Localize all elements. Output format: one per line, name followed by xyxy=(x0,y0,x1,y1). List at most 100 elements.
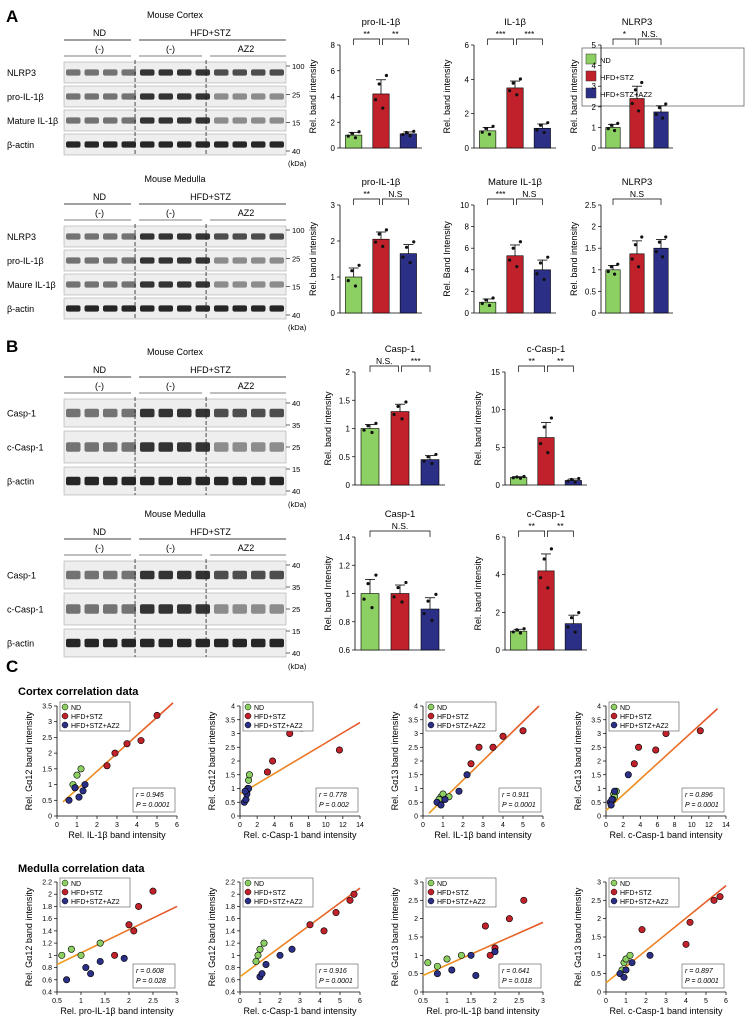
point-hfd-stz xyxy=(149,887,157,895)
significance-label: *** xyxy=(524,29,535,39)
blot-band xyxy=(251,141,266,148)
y-tick-label: 5 xyxy=(496,443,501,452)
blot-band xyxy=(195,442,210,452)
y-axis-label: Rel. band intensity xyxy=(323,391,333,466)
significance-bracket xyxy=(518,530,545,537)
blot-band xyxy=(269,570,284,580)
r-value: r = 0.608 xyxy=(136,968,164,975)
chart-title: NLRP3 xyxy=(622,17,653,28)
blot-band xyxy=(232,476,247,486)
blot-band xyxy=(232,408,247,418)
blot-band xyxy=(121,305,136,312)
blot-band xyxy=(140,570,155,580)
y-tick-label: 2.2 xyxy=(225,880,235,887)
blot-band xyxy=(251,281,266,288)
scatter-legend-box xyxy=(59,701,131,732)
point-nd xyxy=(457,951,465,959)
significance-label: ** xyxy=(528,521,535,531)
scatter-legend-label: HFD+STZ+AZ2 xyxy=(620,723,669,730)
legend: ND HFD+STZ HFD+STZ+AZ2 xyxy=(581,47,745,107)
significance-bracket xyxy=(516,198,543,205)
blot-1: Mouse Medulla ND HFD+STZ (-) (-) AZ2 NLRP3 pro-… xyxy=(7,174,307,332)
blot-title: Mouse Medulla xyxy=(144,509,205,519)
y-tick-label: 1.5 xyxy=(585,244,597,253)
bar-chart-1: IL-1β 0 2 4 6 Rel. band intensity *** *** xyxy=(442,17,556,153)
blot-row-label: β-actin xyxy=(7,639,34,649)
blot-band xyxy=(251,604,266,614)
blot-band xyxy=(158,604,173,614)
bar-hfd-stz-az2 xyxy=(533,269,551,314)
blot-band xyxy=(269,69,284,76)
scatter-legend-label: ND xyxy=(71,705,81,712)
blot-mw-label: 40 xyxy=(292,561,300,570)
blot-mw-unit: (kDa) xyxy=(288,323,307,332)
blot-band xyxy=(214,638,229,648)
blot-strip xyxy=(63,273,287,296)
y-tick-label: 2 xyxy=(331,237,336,246)
blot-band xyxy=(140,476,155,486)
y-tick-label: 0 xyxy=(346,481,351,490)
scatter-legend-label: HFD+STZ+AZ2 xyxy=(620,899,669,906)
blot-band xyxy=(177,604,192,614)
y-tick-label: 0.4 xyxy=(225,990,235,997)
blot-band xyxy=(232,141,247,148)
blot-band xyxy=(103,69,118,76)
y-tick-label: 1.5 xyxy=(225,772,235,779)
blot-band xyxy=(66,281,81,288)
x-tick-label: 12 xyxy=(705,822,713,829)
data-point xyxy=(654,112,658,117)
blot-band xyxy=(232,638,247,648)
blot-group-hfd: HFD+STZ xyxy=(190,28,231,38)
y-axis-label: Rel. band intensity xyxy=(308,59,318,134)
blot-mw-label: 40 xyxy=(292,487,300,496)
blot-band xyxy=(140,281,155,288)
y-tick-label: 1 xyxy=(592,123,597,132)
x-axis-label: Rel. c-Casp-1 band intensity xyxy=(243,1006,357,1016)
scatter-legend-marker xyxy=(244,721,252,729)
y-tick-label: 1 xyxy=(48,953,52,960)
point-hfd-stz xyxy=(350,890,358,898)
data-point xyxy=(511,246,515,250)
blot-mw-label: 100 xyxy=(292,62,305,71)
data-point xyxy=(538,261,543,265)
blot-band xyxy=(103,117,118,124)
blot-band xyxy=(251,257,266,264)
blot-strip xyxy=(63,85,287,108)
y-tick-label: 6 xyxy=(465,41,470,50)
blot-sub-hfd: (-) xyxy=(166,208,175,218)
blot-sub-hfd: (-) xyxy=(166,381,175,391)
blot-band xyxy=(84,281,99,288)
legend-label-hfd: HFD+STZ xyxy=(600,73,634,82)
blot-mw-unit: (kDa) xyxy=(288,159,307,168)
bar-nd xyxy=(345,276,363,314)
regression-line xyxy=(239,721,361,795)
y-tick-label: 3 xyxy=(48,719,52,726)
data-point xyxy=(522,627,526,631)
data-point xyxy=(573,480,577,484)
x-tick-label: 5 xyxy=(338,998,342,1005)
blot-band xyxy=(251,442,266,452)
point-hfd-stz xyxy=(682,940,690,948)
significance-bracket xyxy=(382,198,409,205)
blot-band xyxy=(84,93,99,100)
blot-band xyxy=(195,281,210,288)
blot-band xyxy=(121,476,136,486)
y-tick-label: 3 xyxy=(414,880,418,887)
bar-nd xyxy=(605,269,621,314)
blot-band xyxy=(269,233,284,240)
scatter-legend-label: HFD+STZ xyxy=(437,890,469,897)
blot-group-nd: ND xyxy=(93,527,106,537)
data-point xyxy=(573,630,577,634)
data-point xyxy=(609,265,614,269)
blot-title: Mouse Cortex xyxy=(147,347,204,357)
y-axis-label: Rel. band Intensity xyxy=(323,556,333,631)
point-nd xyxy=(96,939,104,947)
data-point xyxy=(366,424,370,428)
data-point xyxy=(640,80,644,85)
point-nd xyxy=(626,951,634,959)
x-tick-label: 6 xyxy=(289,822,293,829)
blot-band xyxy=(214,281,229,288)
y-tick-label: 1.8 xyxy=(42,904,52,911)
y-tick-label: 1.2 xyxy=(225,941,235,948)
y-tick-label: 2.5 xyxy=(408,898,418,905)
